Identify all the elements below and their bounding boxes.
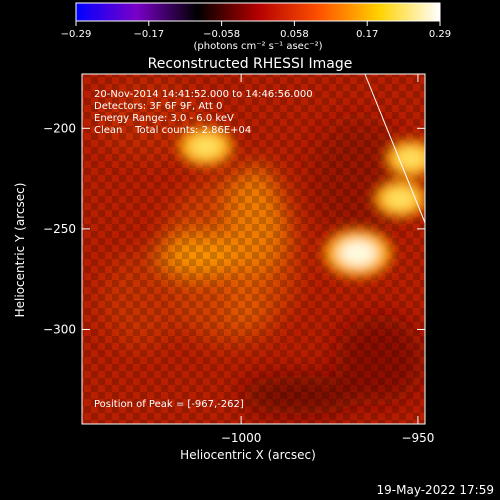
colorbar-tick-label: −0.17 xyxy=(133,29,164,40)
colorbar-tick-label: −0.29 xyxy=(61,29,92,40)
colorbar-tick-label: −0.058 xyxy=(203,29,240,40)
annotation-time-range: 20-Nov-2014 14:41:52.000 to 14:46:56.000 xyxy=(94,89,313,100)
plot-area: −1000−950−900 −200−250−300 20-Nov-2014 1… xyxy=(43,73,434,445)
x-tick-label: −950 xyxy=(401,431,434,445)
annotation-detectors: Detectors: 3F 6F 9F, Att 0 xyxy=(94,101,222,112)
emission-source-core xyxy=(190,135,222,157)
annotation-clean-counts: Clean Total counts: 2.86E+04 xyxy=(94,125,251,136)
y-axis-label: Heliocentric Y (arcsec) xyxy=(13,183,27,318)
colorbar-units-label: (photons cm⁻² s⁻¹ asec⁻²) xyxy=(193,41,322,52)
emission-source-core xyxy=(338,239,378,267)
emission-source-core xyxy=(385,188,416,209)
x-axis-ticks: −1000−950−900 xyxy=(221,74,434,445)
source-layer xyxy=(178,127,425,278)
colorbar-ticks: −0.29 −0.17 −0.058 0.058 0.17 0.29 xyxy=(61,21,451,40)
annotation-peak-position: Position of Peak = [-967,-262] xyxy=(94,399,244,410)
y-tick-label: −300 xyxy=(43,322,76,336)
solar-limb-line xyxy=(364,74,425,225)
x-axis-label: Heliocentric X (arcsec) xyxy=(180,448,316,462)
y-tick-label: −200 xyxy=(43,121,76,135)
colorbar-strip xyxy=(75,2,441,22)
colorbar-tick-label: 0.058 xyxy=(280,29,309,40)
chart-title: Reconstructed RHESSI Image xyxy=(148,56,353,72)
colorbar: −0.29 −0.17 −0.058 0.058 0.17 0.29 (photons c… xyxy=(61,2,451,52)
annotation-energy-range: Energy Range: 3.0 - 6.0 keV xyxy=(94,113,234,124)
plot-frame xyxy=(81,73,426,425)
colorbar-tick-label: 0.29 xyxy=(429,29,451,40)
x-tick-label: −1000 xyxy=(221,431,262,445)
y-tick-label: −250 xyxy=(43,222,76,236)
y-axis-ticks: −200 −250 −300 xyxy=(43,121,425,336)
colorbar-tick-label: 0.17 xyxy=(356,29,378,40)
emission-source-core xyxy=(396,148,425,169)
footer-timestamp: 19-May-2022 17:59 xyxy=(377,483,494,497)
